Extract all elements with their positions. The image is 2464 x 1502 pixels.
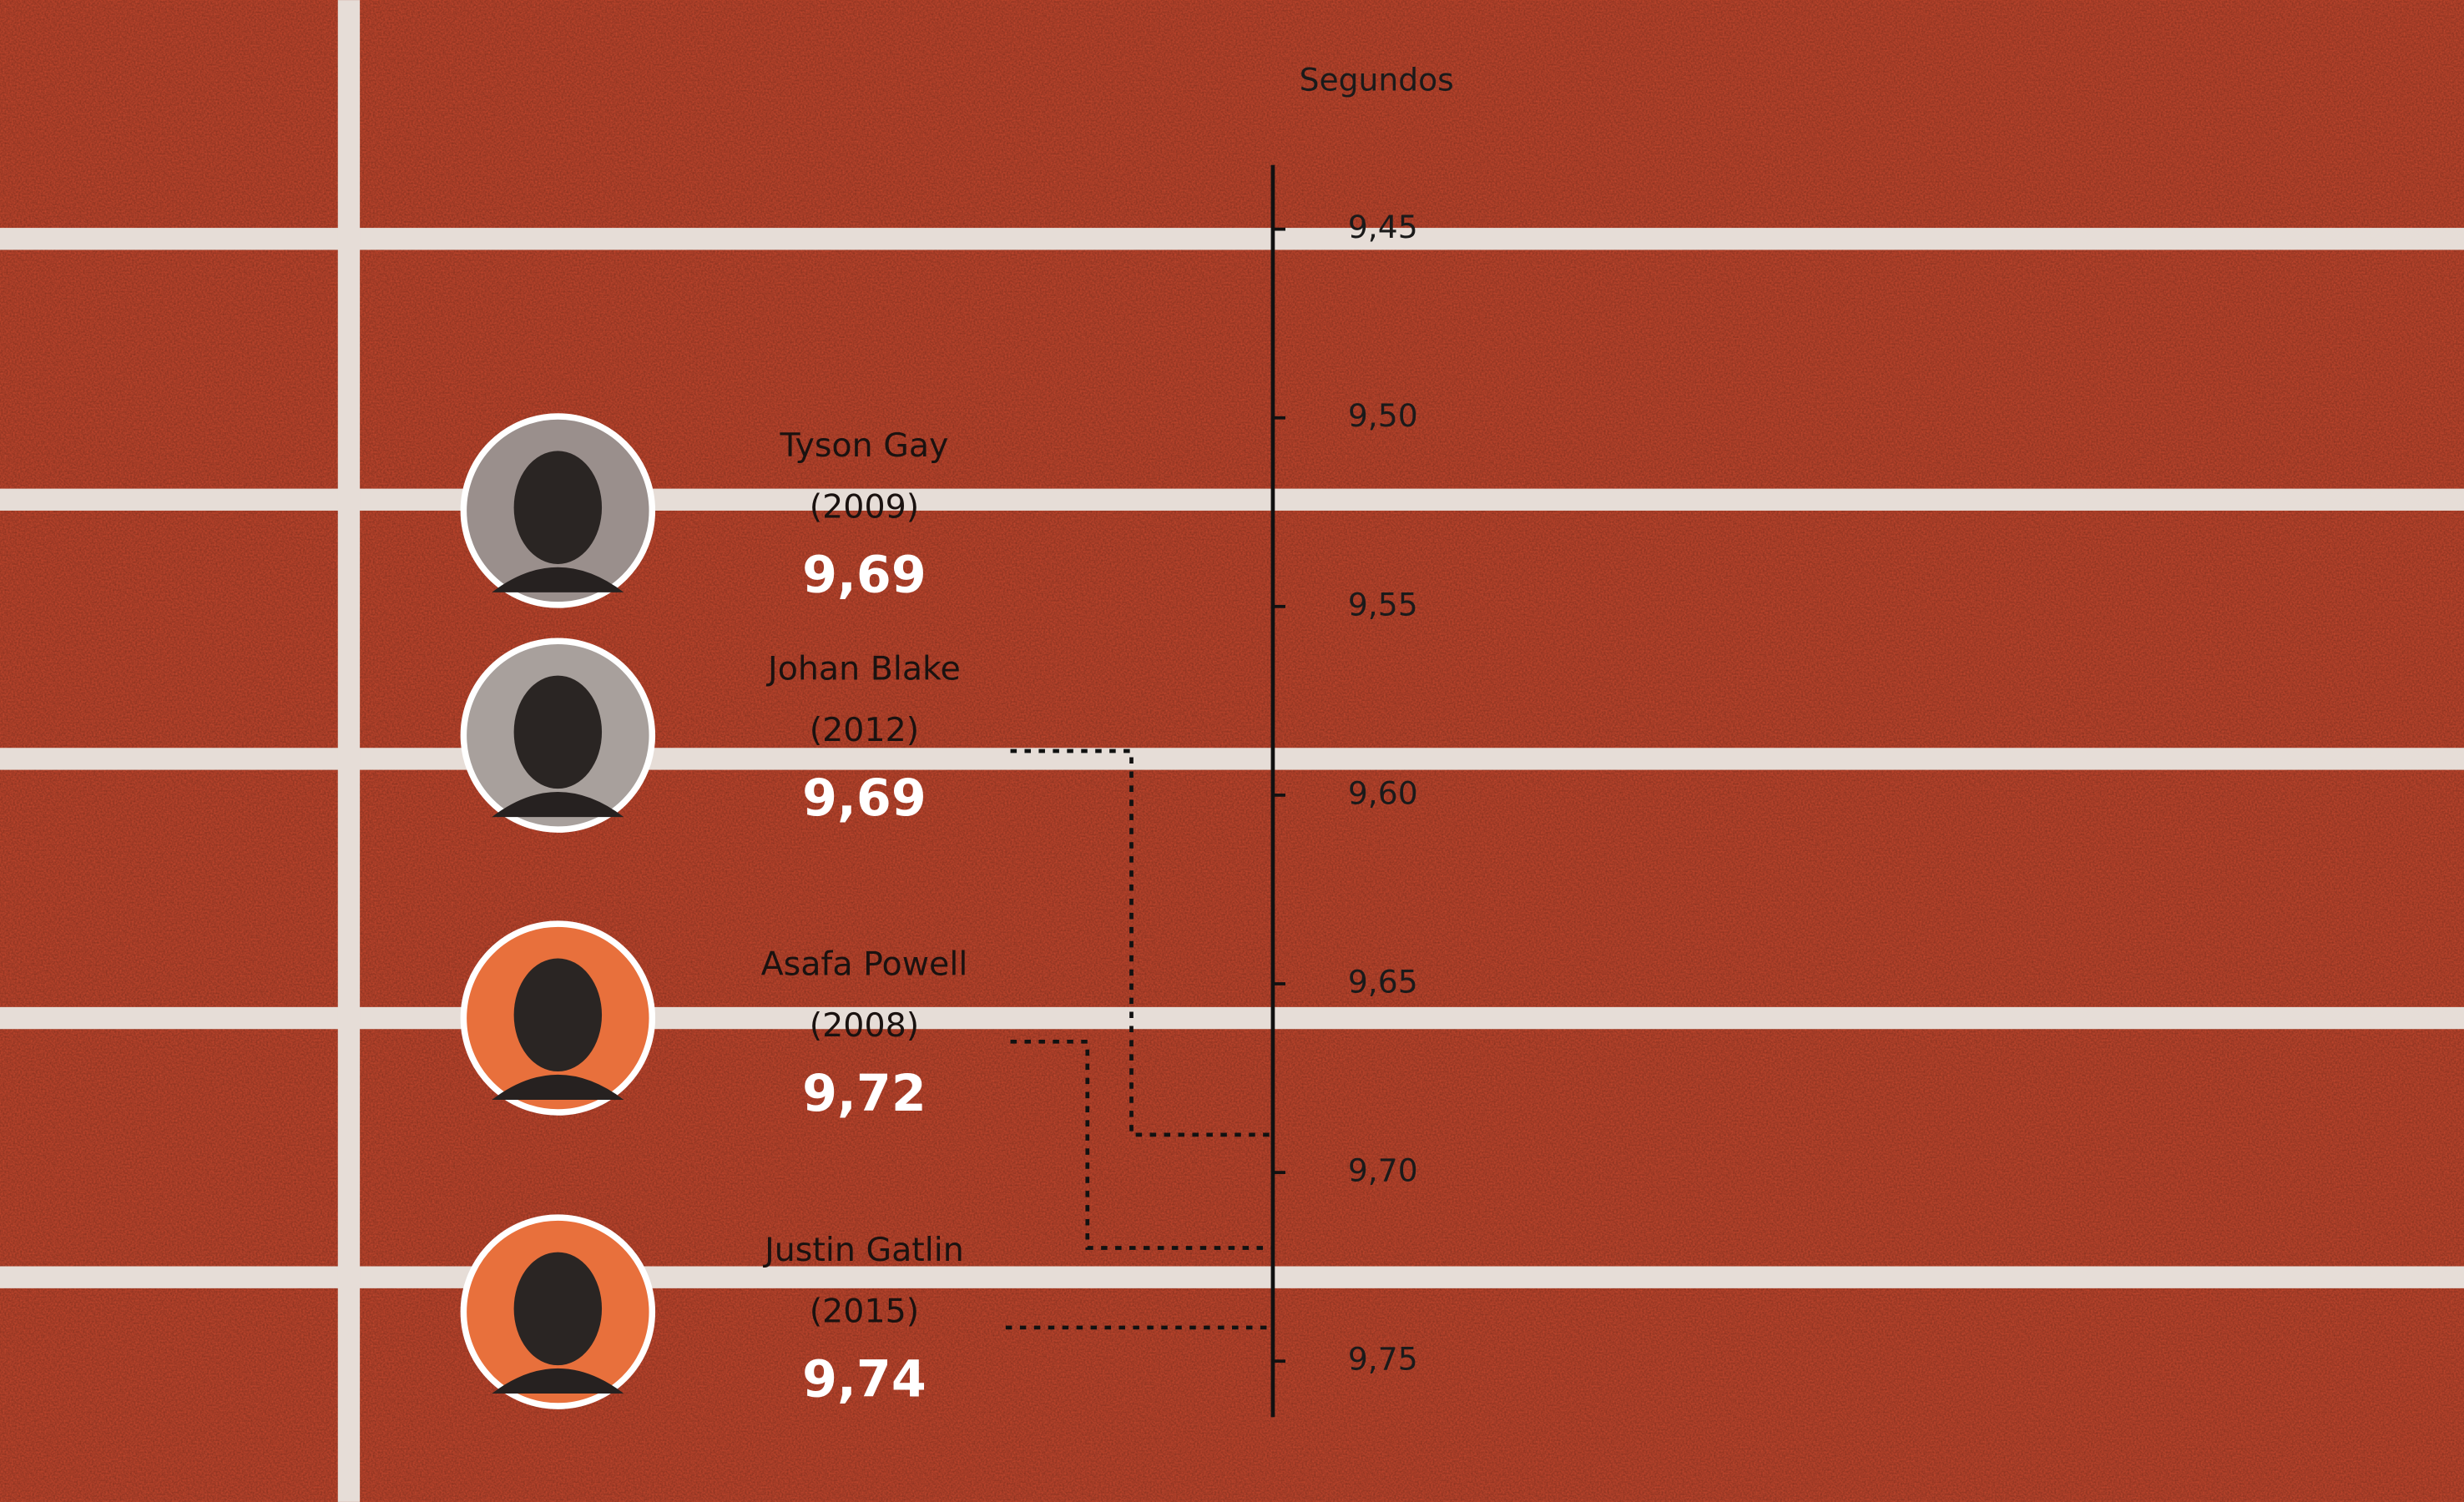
y-tick-label: 9,45 [1348,209,1418,245]
athlete-name: Justin Gatlin [762,1231,964,1269]
athlete-time: 9,69 [802,547,927,605]
avatar-head [513,451,603,564]
avatar-head [513,675,603,789]
avatar-shoulders [492,1074,624,1100]
athlete-name: Johan Blake [765,649,961,688]
y-tick-label: 9,55 [1348,586,1418,622]
y-tick-label: 9,70 [1348,1152,1418,1189]
athlete: Asafa Powell (2008) 9,72 [460,920,968,1123]
athlete-year: (2009) [810,488,919,527]
avatar-head [513,958,603,1072]
athlete-name: Tyson Gay [779,426,948,465]
athlete-time: 9,72 [802,1065,927,1123]
axis-title: Segundos [1300,61,1454,98]
y-tick-label: 9,50 [1348,397,1418,434]
athlete-name: Asafa Powell [761,945,968,983]
avatar-shoulders [492,791,624,818]
y-tick-label: 9,65 [1348,963,1418,1000]
avatar-shoulders [492,1368,624,1394]
athlete: Justin Gatlin (2015) 9,74 [460,1214,964,1409]
y-tick-label: 9,60 [1348,774,1418,811]
y-tick-label: 9,75 [1348,1341,1418,1378]
avatar-head [513,1252,603,1366]
avatar-shoulders [492,567,624,592]
athlete: Johan Blake (2012) 9,69 [460,638,961,833]
athlete-year: (2008) [810,1006,919,1045]
athlete-year: (2012) [810,711,919,749]
athlete-year: (2015) [810,1292,919,1330]
athlete: Tyson Gay (2009) 9,69 [460,413,948,608]
athlete-time: 9,69 [802,769,927,828]
time-connector [1010,748,1273,1137]
athlete-time: 9,74 [802,1350,927,1409]
